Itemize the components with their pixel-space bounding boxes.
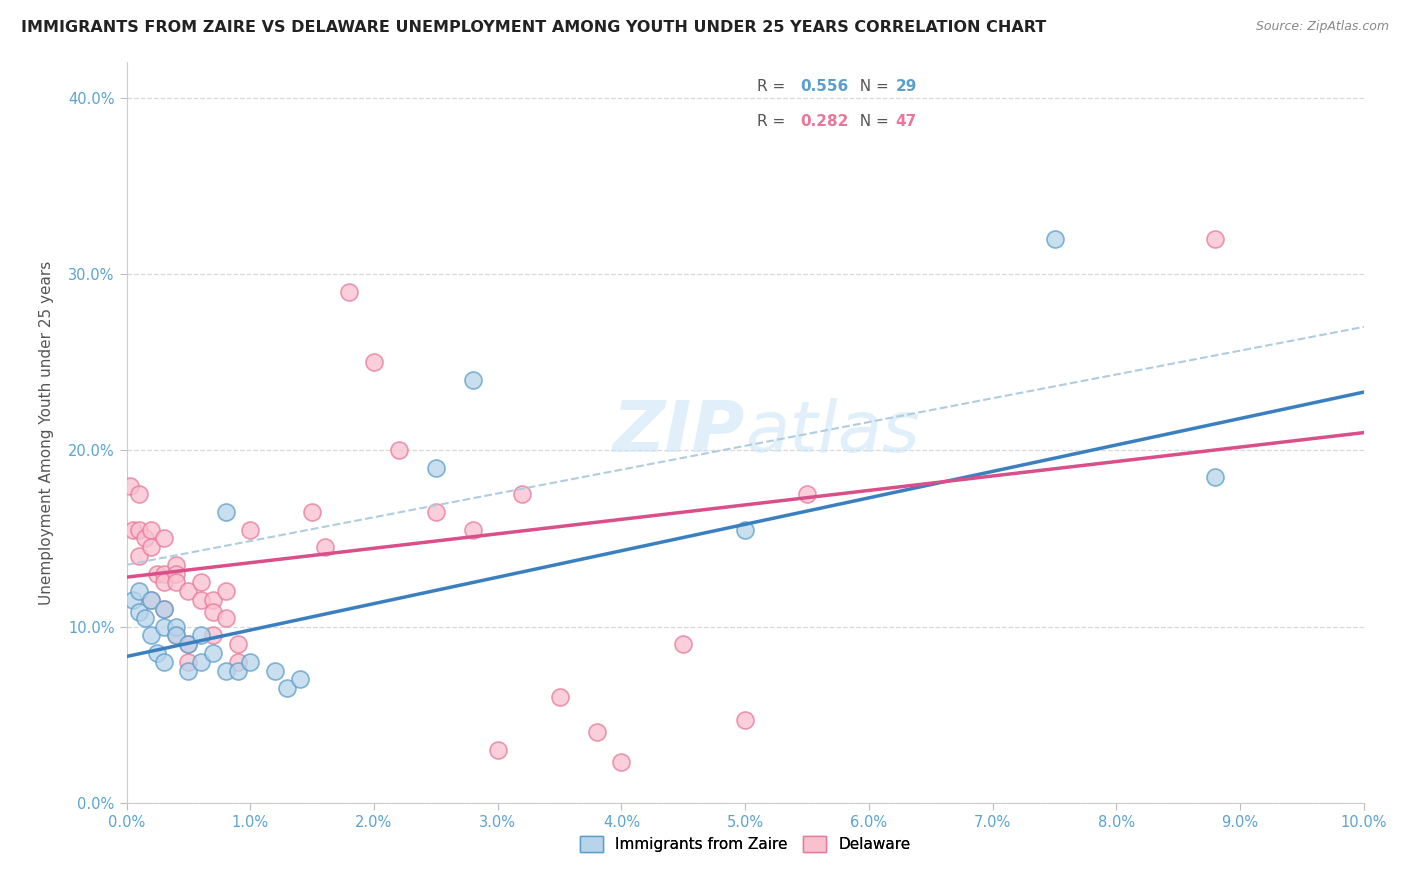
Point — [121, 523, 143, 537]
Point — [165, 575, 187, 590]
Text: R =: R = — [756, 79, 790, 95]
Point — [202, 628, 225, 642]
Point — [146, 646, 169, 660]
Point — [214, 584, 236, 599]
Point — [152, 655, 174, 669]
Point — [610, 756, 633, 770]
Point — [461, 523, 484, 537]
Point — [177, 584, 200, 599]
Point — [165, 628, 187, 642]
Point — [314, 540, 336, 554]
Point — [177, 664, 200, 678]
Text: atlas: atlas — [745, 398, 920, 467]
Point — [128, 487, 150, 501]
Point — [425, 461, 447, 475]
Point — [152, 575, 174, 590]
Point — [128, 584, 150, 599]
Point — [548, 690, 571, 704]
Point — [165, 628, 187, 642]
Point — [1204, 232, 1226, 246]
Point — [226, 664, 249, 678]
Text: 47: 47 — [896, 114, 917, 129]
Point — [226, 637, 249, 651]
Point — [141, 628, 163, 642]
Point — [190, 575, 212, 590]
Point — [177, 637, 200, 651]
Text: ZIP: ZIP — [613, 398, 745, 467]
Text: Source: ZipAtlas.com: Source: ZipAtlas.com — [1256, 20, 1389, 33]
Point — [486, 743, 509, 757]
Point — [214, 664, 236, 678]
Point — [121, 593, 143, 607]
Point — [202, 606, 225, 620]
Point — [152, 532, 174, 546]
Point — [512, 487, 534, 501]
Point — [202, 646, 225, 660]
Point — [141, 523, 163, 537]
Point — [152, 602, 174, 616]
Point — [461, 373, 484, 387]
Point — [141, 593, 163, 607]
Text: N =: N = — [849, 79, 893, 95]
Point — [226, 655, 249, 669]
Point — [734, 713, 756, 727]
Point — [146, 566, 169, 581]
Point — [134, 532, 156, 546]
Point — [190, 628, 212, 642]
Point — [190, 655, 212, 669]
Point — [264, 664, 287, 678]
Point — [128, 606, 150, 620]
Point — [134, 610, 156, 624]
Point — [214, 505, 236, 519]
Point — [128, 523, 150, 537]
Point — [796, 487, 818, 501]
Point — [337, 285, 360, 299]
Text: 0.282: 0.282 — [800, 114, 848, 129]
Legend: Immigrants from Zaire, Delaware: Immigrants from Zaire, Delaware — [574, 830, 917, 858]
Text: 29: 29 — [896, 79, 917, 95]
Text: 0.556: 0.556 — [800, 79, 848, 95]
Point — [1204, 469, 1226, 483]
Point — [128, 549, 150, 563]
Point — [120, 478, 142, 492]
Point — [301, 505, 323, 519]
Point — [672, 637, 695, 651]
Point — [141, 593, 163, 607]
Point — [734, 523, 756, 537]
Point — [152, 602, 174, 616]
Point — [152, 619, 174, 633]
Point — [177, 655, 200, 669]
Text: IMMIGRANTS FROM ZAIRE VS DELAWARE UNEMPLOYMENT AMONG YOUTH UNDER 25 YEARS CORREL: IMMIGRANTS FROM ZAIRE VS DELAWARE UNEMPL… — [21, 20, 1046, 35]
Text: R =: R = — [756, 114, 790, 129]
Point — [239, 523, 262, 537]
Point — [1043, 232, 1066, 246]
Point — [165, 619, 187, 633]
Point — [585, 725, 607, 739]
Y-axis label: Unemployment Among Youth under 25 years: Unemployment Among Youth under 25 years — [39, 260, 55, 605]
Point — [165, 558, 187, 572]
Point — [388, 443, 411, 458]
Point — [214, 610, 236, 624]
Point — [288, 673, 311, 687]
Point — [141, 540, 163, 554]
Text: N =: N = — [849, 114, 893, 129]
Point — [425, 505, 447, 519]
Point — [276, 681, 298, 696]
Point — [190, 593, 212, 607]
Point — [177, 637, 200, 651]
Point — [202, 593, 225, 607]
Point — [152, 566, 174, 581]
Point — [363, 355, 385, 369]
Point — [165, 566, 187, 581]
Point — [239, 655, 262, 669]
